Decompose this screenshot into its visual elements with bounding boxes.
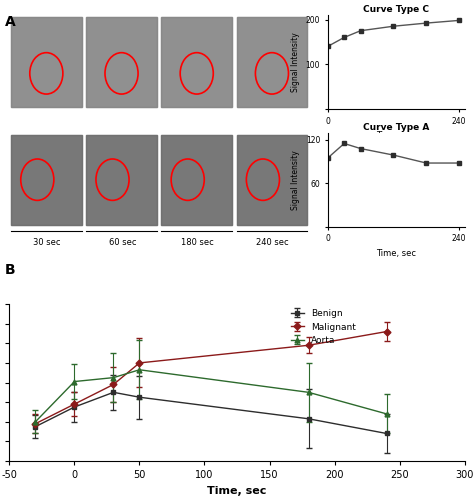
Y-axis label: Signal Intensity: Signal Intensity [291,150,300,209]
Bar [11,135,82,225]
Text: 30 sec: 30 sec [33,238,61,247]
Bar [161,17,232,107]
Y-axis label: Signal Intensity: Signal Intensity [291,32,300,92]
Bar [161,135,232,225]
Bar [86,17,157,107]
Bar [86,17,157,107]
Legend: Benign, Malignant, Aorta: Benign, Malignant, Aorta [287,306,360,349]
Bar [237,17,307,107]
Bar [237,17,307,107]
Text: 240 sec: 240 sec [256,238,289,247]
Bar [11,17,82,107]
Title: Curve Type C: Curve Type C [363,5,429,14]
Text: 180 sec: 180 sec [181,238,214,247]
Bar [237,135,307,225]
Bar [161,135,232,225]
Bar [86,135,157,225]
X-axis label: Time, sec: Time, sec [376,131,416,140]
Bar [86,135,157,225]
Text: B: B [5,263,15,277]
X-axis label: Time, sec: Time, sec [376,249,416,258]
Bar [161,17,232,107]
Bar [11,135,82,225]
X-axis label: Time, sec: Time, sec [207,485,267,495]
Text: 60 sec: 60 sec [109,238,136,247]
Title: Curve Type A: Curve Type A [363,123,429,132]
Bar [237,135,307,225]
Bar [11,17,82,107]
Text: A: A [5,15,16,29]
